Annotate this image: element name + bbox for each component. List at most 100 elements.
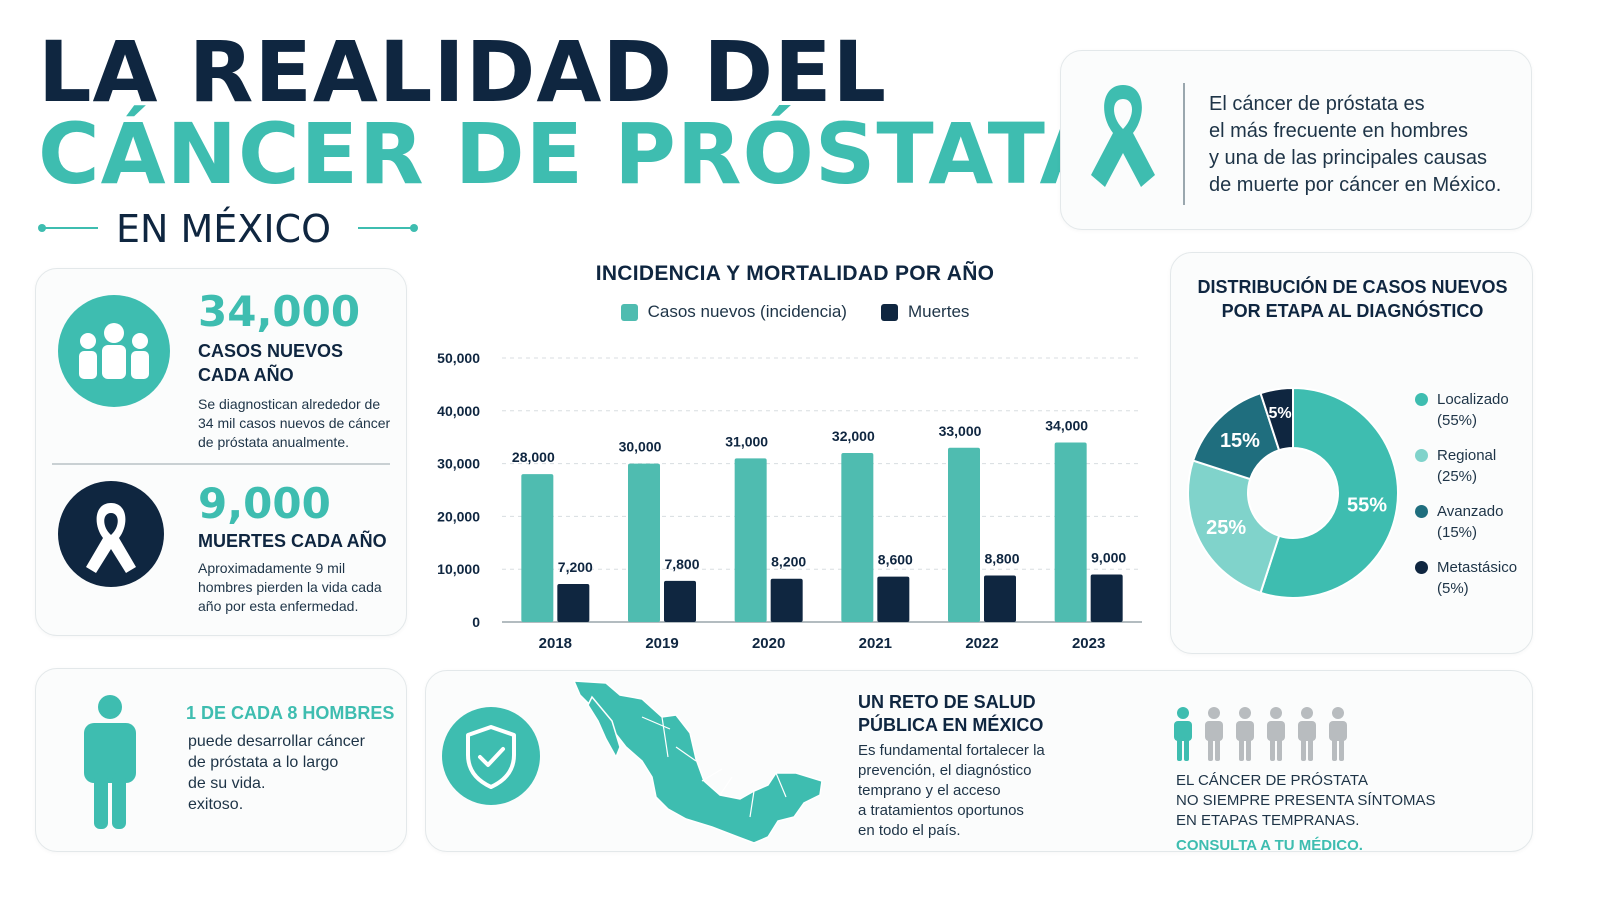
reto-title-line: PÚBLICA EN MÉXICO (858, 715, 1044, 735)
bar-chart-title: INCIDENCIA Y MORTALIDAD POR AÑO (595, 262, 995, 285)
bar-chart: 0 10,000 20,000 30,000 40,000 50,000 28,000 7,2… (437, 350, 1142, 652)
ratio-head: 1 DE CADA 8 HOMBRES (186, 703, 395, 723)
reto-title: UN RETO DE SALUD PÚBLICA EN MÉXICO (858, 691, 1043, 737)
bar-value-label: 8,600 (878, 552, 913, 568)
intro-card: El cáncer de próstata es el más frecuent… (1060, 50, 1532, 230)
donut-legend-percent: (25%) (1437, 468, 1478, 485)
person-figure-icon (1236, 707, 1254, 761)
subtitle-line-left (44, 227, 98, 229)
donut-slice-label: 25% (1206, 517, 1246, 539)
bar-value-label: 9,000 (1091, 549, 1126, 565)
donut-legend-item: Avanzado (15%) (1415, 501, 1503, 543)
bar-cases (521, 474, 554, 622)
bar-value-label: 32,000 (832, 428, 875, 444)
x-tick-label: 2020 (752, 635, 785, 652)
intro-line: y una de las principales causas (1209, 147, 1487, 169)
y-tick-label: 10,000 (437, 561, 480, 577)
cases-label-line: CADA AÑO (198, 365, 294, 385)
subtitle-row: EN MÉXICO (38, 205, 438, 251)
reto-line: Es fundamental fortalecer la (858, 742, 1045, 759)
bar-deaths (984, 575, 1016, 622)
donut-legend: Localizado (55%) Regional (25%) Avanzado (15%… (1415, 389, 1530, 609)
ratio-line: puede desarrollar cáncer (188, 733, 365, 750)
deaths-label: MUERTES CADA AÑO (198, 531, 387, 551)
donut-legend-dot (1415, 393, 1428, 406)
stats-divider (52, 463, 390, 465)
stats-card: 34,000 CASOS NUEVOS CADA AÑO Se diagnost… (35, 268, 407, 636)
cases-number: 34,000 (198, 287, 361, 336)
legend-item-deaths: Muertes (880, 302, 969, 322)
bar-deaths (557, 583, 590, 622)
legend-label-cases: Casos nuevos (incidencia) (647, 302, 847, 321)
bar-cases (734, 458, 767, 622)
people-row-icon (1174, 707, 1347, 761)
x-tick-label: 2021 (859, 635, 892, 652)
cases-desc-line: Se diagnostican alrededor de (198, 396, 381, 412)
x-tick-label: 2019 (645, 635, 678, 652)
donut-legend-percent: (15%) (1437, 524, 1478, 541)
reto-line: en todo el país. (858, 822, 961, 839)
title-line-1: LA REALIDAD DEL (38, 23, 887, 121)
intro-line: El cáncer de próstata es (1209, 93, 1425, 115)
intro-divider (1183, 83, 1185, 205)
donut-slice-label: 5% (1268, 405, 1291, 422)
y-tick-label: 40,000 (437, 403, 480, 419)
subtitle: EN MÉXICO (116, 207, 331, 251)
x-tick-label: 2018 (539, 635, 572, 652)
bar-cases (1054, 442, 1087, 622)
ratio-line: de su vida. (188, 775, 266, 792)
donut-slice-label: 55% (1347, 495, 1387, 517)
deaths-desc-line: Aproximadamente 9 mil (198, 560, 346, 576)
deaths-desc-line: hombres pierden la vida cada (198, 579, 382, 595)
donut-legend-dot (1415, 561, 1428, 574)
donut-slice (1187, 459, 1281, 595)
donut-title: DISTRIBUCIÓN DE CASOS NUEVOS POR ETAPA A… (1171, 275, 1534, 323)
donut-slice-label: 15% (1220, 430, 1260, 452)
donut-legend-name: Regional (1437, 447, 1497, 464)
y-tick-label: 20,000 (437, 508, 480, 524)
donut-legend-percent: (5%) (1437, 580, 1469, 597)
deaths-desc-line: año por esta enfermedad. (198, 598, 359, 614)
person-figure-icon (1174, 707, 1192, 761)
donut-legend-dot (1415, 449, 1428, 462)
mexico-map-icon (572, 680, 823, 844)
donut-chart: 55% 25% 15% 5% (1187, 386, 1399, 599)
legend-item-cases: Casos nuevos (incidencia) (620, 302, 847, 322)
shield-check-icon (442, 707, 540, 805)
bar-value-label: 33,000 (939, 423, 982, 439)
reto-line: prevención, el diagnóstico (858, 762, 1032, 779)
y-tick-label: 0 (472, 614, 480, 630)
bar-value-label: 8,800 (984, 551, 1019, 567)
ribbon-circle-icon (58, 481, 164, 587)
bar-deaths (770, 578, 803, 622)
donut-legend-name: Metastásico (1437, 559, 1518, 576)
y-tick-label: 30,000 (437, 456, 480, 472)
reto-title-line: UN RETO DE SALUD (858, 692, 1036, 712)
donut-legend-name: Localizado (1437, 391, 1509, 408)
bar-deaths (1090, 574, 1123, 622)
donut-legend-percent: (55%) (1437, 412, 1478, 429)
bar-chart-legend: Casos nuevos (incidencia) Muertes (425, 302, 1165, 322)
legend-swatch-cases (620, 303, 638, 321)
bar-value-label: 31,000 (725, 433, 768, 449)
donut-slice (1259, 386, 1399, 599)
bar-value-label: 34,000 (1045, 417, 1088, 433)
x-tick-label: 2023 (1072, 635, 1105, 652)
ratio-line: de próstata a lo largo (188, 754, 339, 771)
symptoms-cta: CONSULTA A TU MÉDICO. (1176, 837, 1363, 854)
person-figure-icon (1298, 707, 1316, 761)
y-tick-label: 50,000 (437, 350, 480, 366)
symptoms-line: EN ETAPAS TEMPRANAS. (1176, 812, 1360, 829)
bar-value-label: 7,200 (558, 559, 593, 575)
donut-legend-name: Avanzado (1437, 503, 1504, 520)
bar-deaths (664, 580, 696, 622)
donut-title-line: POR ETAPA AL DIAGNÓSTICO (1221, 301, 1484, 321)
intro-text: El cáncer de próstata es el más frecuent… (1209, 91, 1501, 199)
title-line-2: CÁNCER DE PRÓSTATA (38, 105, 1106, 203)
donut-card: DISTRIBUCIÓN DE CASOS NUEVOS POR ETAPA A… (1170, 252, 1533, 654)
intro-line: de muerte por cáncer en México. (1209, 174, 1502, 196)
reto-card: UN RETO DE SALUD PÚBLICA EN MÉXICO Es fu… (425, 670, 1533, 854)
ribbon-icon (1091, 85, 1155, 187)
ratio-card: 1 DE CADA 8 HOMBRES puede desarrollar cá… (35, 668, 407, 852)
symptoms-text: EL CÁNCER DE PRÓSTATA NO SIEMPRE PRESENT… (1176, 771, 1436, 831)
